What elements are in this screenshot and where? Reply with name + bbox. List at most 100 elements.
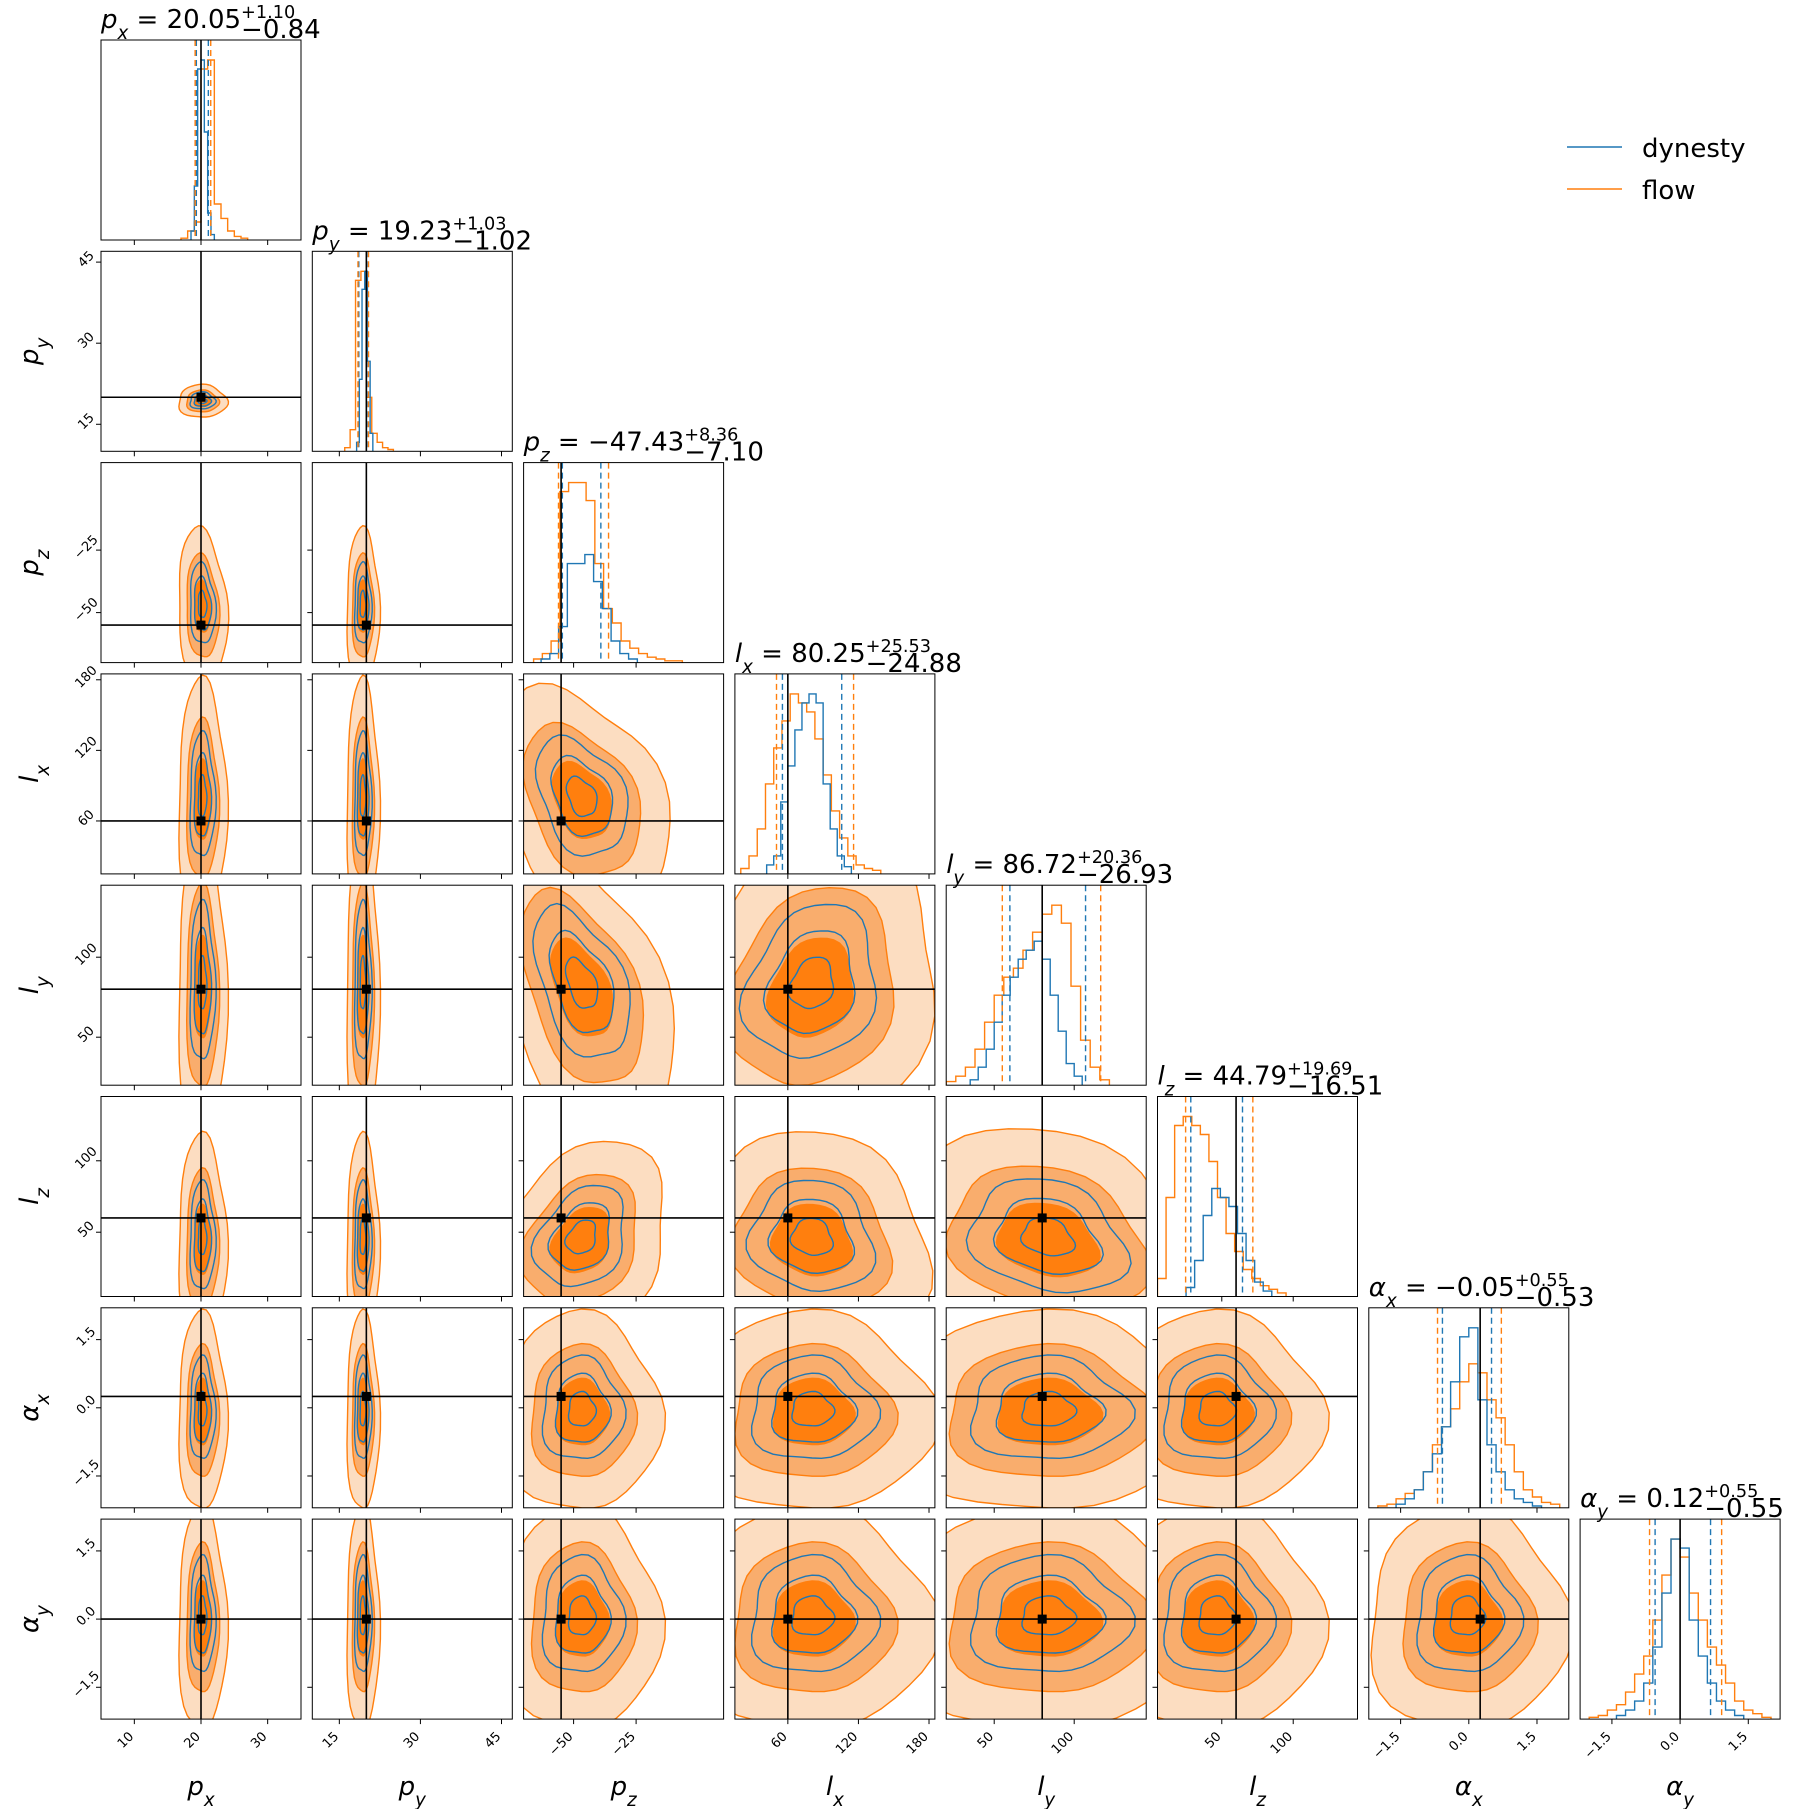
xtick-label-py: 45	[482, 1729, 504, 1751]
xtick-label-ax: 0.0	[1446, 1729, 1471, 1754]
truth-marker	[196, 984, 206, 994]
truth-marker	[556, 1391, 566, 1401]
hist-dynesty-ax	[1395, 1327, 1543, 1508]
contour-dynesty-2	[965, 1178, 1132, 1294]
contour-dynesty-2	[532, 902, 631, 1058]
panel-py-px: 15 30 45	[75, 248, 302, 457]
panel-ay-ly: 50 100	[941, 1518, 1147, 1757]
title-lz: lz = 44.79+19.69	[1158, 1060, 1353, 1101]
panel-frame	[734, 1096, 936, 1297]
truth-marker	[1037, 1213, 1047, 1223]
contour-dynesty-1	[193, 1198, 213, 1273]
contour-dynesty-1	[767, 1198, 856, 1275]
contour-dynesty-0	[567, 1390, 598, 1427]
panel-ay-ay: αy = 0.12+0.55−0.55−1.5 0.0 1.5	[1579, 1482, 1784, 1762]
panel-frame	[311, 1307, 513, 1509]
title-ay: αy = 0.12+0.55	[1580, 1482, 1758, 1523]
ytick-label-ay: 0.0	[74, 1604, 99, 1629]
ytick-label-lz: 50	[75, 1219, 97, 1241]
contour-dynesty-2	[1416, 1553, 1525, 1673]
panels-layer: px = 20.05+1.10−0.84 15 30 45 py = 19.23+1.0…	[15, 3, 1784, 1809]
hist-dynesty-ly	[969, 940, 1083, 1086]
contour-dynesty-1	[193, 926, 213, 1035]
contour-dynesty-2	[534, 734, 629, 857]
truth-marker	[361, 620, 371, 630]
panel-lx-py	[307, 673, 513, 879]
contour-dynesty-0	[565, 775, 598, 818]
ylabel-ax: αx	[15, 1394, 54, 1422]
xtick-label-ay: 1.5	[1726, 1729, 1751, 1754]
truth-marker	[196, 1213, 206, 1223]
contour-dynesty-2	[969, 1553, 1136, 1673]
ytick-label-lx: 120	[72, 734, 100, 762]
contour-dynesty-2	[189, 560, 218, 644]
contour-dynesty-0	[564, 956, 599, 1009]
xtick-label-ax: 1.5	[1515, 1729, 1540, 1754]
truth-marker	[361, 1614, 371, 1624]
panel-ay-px: 10 20 30 −1.5 0.0 1.5	[70, 1518, 302, 1752]
truth-marker	[556, 816, 566, 826]
title-py: py = 19.23+1.03	[311, 214, 506, 255]
contour-flow-2	[551, 760, 612, 840]
contour-dynesty-0	[789, 1217, 835, 1257]
panel-frame	[311, 1096, 513, 1297]
truth-marker	[783, 1614, 793, 1624]
panel-ay-lx: 60 120 180	[729, 1518, 936, 1757]
legend: dynesty flow	[1567, 134, 1746, 206]
ytick-label-ly: 50	[75, 1024, 97, 1046]
contour-dynesty-0	[1021, 1390, 1078, 1427]
xtick-label-lz: 50	[1202, 1729, 1224, 1751]
xtick-label-px: 10	[115, 1729, 137, 1751]
truth-marker	[783, 1391, 793, 1401]
contour-dynesty-2	[189, 898, 217, 1060]
contour-dynesty-1	[554, 1372, 612, 1443]
xlabel-pz: pz	[610, 1772, 638, 1809]
contour-dynesty-1	[995, 1574, 1107, 1654]
panel-frame	[734, 673, 936, 875]
hist-dynesty-lx	[765, 693, 853, 874]
truth-marker	[361, 1213, 371, 1223]
contour-dynesty-0	[787, 956, 835, 1010]
panel-frame	[523, 1096, 725, 1297]
panel-lz-lx	[729, 1096, 936, 1302]
ytick-label-ax: −1.5	[70, 1457, 103, 1490]
hist-flow-lz	[1157, 1115, 1287, 1297]
contour-dynesty-0	[359, 954, 367, 1010]
panel-ly-py	[307, 884, 513, 1091]
contour-dynesty-1	[193, 751, 213, 837]
xtick-label-py: 15	[320, 1729, 342, 1751]
panel-ax-ax: αx = −0.05+0.55−0.53	[1368, 1271, 1594, 1513]
contour-dynesty-2	[1163, 1354, 1278, 1460]
contour-dynesty-0	[791, 1595, 836, 1636]
panel-lz-pz	[518, 1096, 725, 1302]
panel-pz-pz: pz = −47.43+8.36−7.10	[523, 426, 764, 668]
ylabel-pz: pz	[15, 549, 54, 577]
contour-dynesty-1	[995, 1372, 1107, 1443]
contour-dynesty-0	[791, 1390, 836, 1427]
truth-marker	[1037, 1391, 1047, 1401]
contour-dynesty-2	[1163, 1553, 1278, 1673]
title-px: px = 20.05+1.10	[100, 3, 295, 44]
contour-dynesty-2	[189, 1553, 217, 1673]
ytick-label-ay: −1.5	[70, 1668, 103, 1701]
contour-flow-2	[997, 1377, 1104, 1446]
panel-lx-px: 60 120 180	[72, 663, 302, 879]
contour-dynesty-0	[1198, 1595, 1238, 1636]
xlabel-py: py	[398, 1772, 427, 1809]
panel-frame	[311, 462, 513, 664]
truth-marker	[361, 1391, 371, 1401]
panel-ax-px: −1.5 0.0 1.5	[70, 1307, 302, 1513]
hist-dynesty-pz	[540, 553, 639, 663]
hist-dynesty-lz	[1185, 1187, 1273, 1297]
panel-lz-py	[307, 1096, 513, 1302]
xlabel-lx: lx	[826, 1772, 844, 1809]
panel-ax-pz	[518, 1307, 725, 1513]
hist-flow-px	[180, 59, 249, 240]
truth-marker	[196, 1614, 206, 1624]
panel-py-py: py = 19.23+1.03−1.02	[311, 214, 532, 457]
legend-label-flow: flow	[1642, 176, 1696, 206]
panel-px-px: px = 20.05+1.10−0.84	[100, 3, 321, 245]
panel-ay-py: 15 30 45	[307, 1518, 513, 1752]
contour-dynesty-2	[189, 1354, 217, 1460]
